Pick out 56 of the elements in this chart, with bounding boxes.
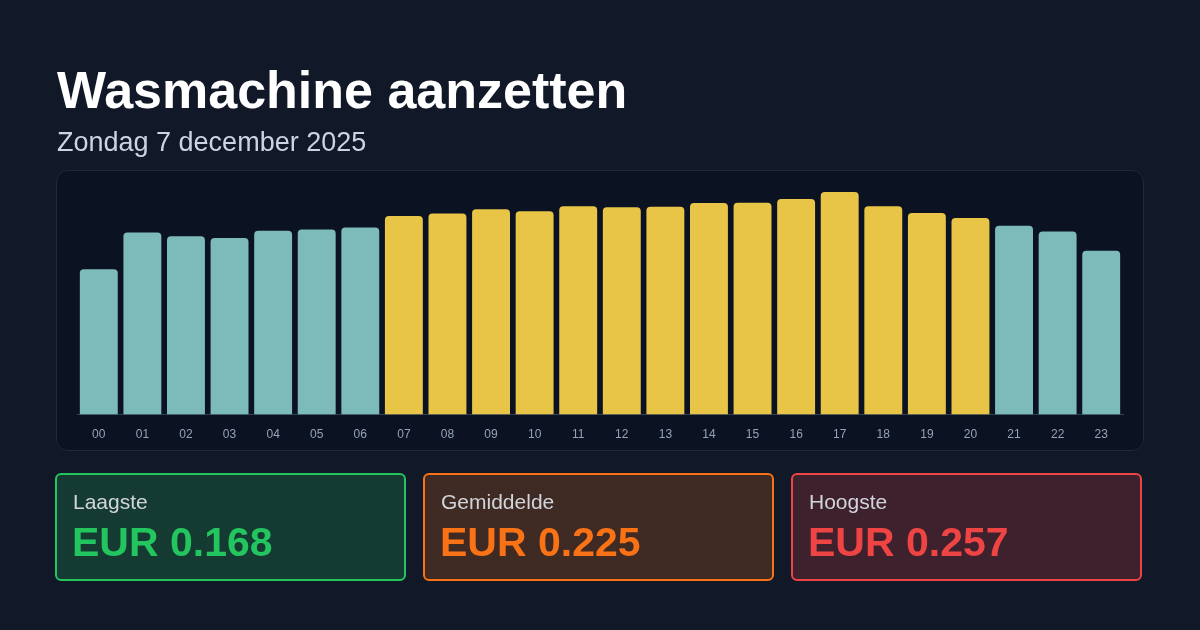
x-tick-label: 04 (266, 427, 281, 442)
bar (777, 199, 816, 415)
bar (907, 212, 946, 415)
x-tick-label: 11 (571, 427, 585, 442)
x-tick-label: 22 (1050, 427, 1065, 442)
bar (428, 213, 467, 415)
x-tick-label: 08 (440, 427, 455, 442)
x-tick-label: 07 (397, 427, 411, 442)
bar (864, 206, 903, 415)
x-tick-label: 16 (789, 427, 804, 442)
bar (559, 206, 598, 415)
x-tick-label: 03 (222, 427, 237, 442)
bar (384, 216, 423, 415)
bar (472, 209, 510, 415)
bar (1082, 250, 1121, 415)
bar (254, 230, 293, 415)
bar (820, 192, 859, 415)
x-tick-label: 23 (1094, 427, 1109, 442)
chart-title: Wasmachine aanzetten (57, 60, 628, 120)
text: Laagste (73, 489, 148, 514)
x-tick-label: 12 (615, 427, 629, 442)
bar (646, 206, 685, 415)
text: EUR 0.225 (440, 518, 641, 566)
x-tick-label: 00 (92, 427, 106, 442)
x-tick-label: 21 (1007, 427, 1022, 442)
x-tick-label: 01 (135, 427, 150, 442)
x-tick-label: 10 (527, 427, 542, 442)
bar (1038, 231, 1077, 415)
bar (995, 225, 1033, 415)
x-tick-label: 02 (179, 427, 193, 442)
bar (690, 202, 728, 415)
x-tick-label: 05 (310, 427, 324, 442)
text: EUR 0.257 (808, 518, 1009, 566)
text: Gemiddelde (441, 489, 555, 514)
bar (951, 218, 990, 415)
text: EUR 0.168 (72, 518, 273, 566)
bar (341, 227, 380, 415)
bar (123, 232, 162, 415)
x-tick-label: 06 (353, 427, 368, 442)
x-tick-label: 20 (963, 427, 978, 442)
x-tick-label: 15 (745, 427, 760, 442)
text: Hoogste (809, 489, 888, 514)
x-tick-label: 18 (876, 427, 891, 442)
x-tick-label: 19 (920, 427, 934, 442)
x-tick-label: 17 (833, 427, 847, 442)
chart-subtitle: Zondag 7 december 2025 (57, 126, 367, 158)
bar (733, 202, 772, 415)
bar (167, 236, 205, 415)
bar (297, 229, 336, 415)
x-tick-label: 13 (658, 427, 673, 442)
bar (210, 238, 249, 415)
bar (79, 269, 118, 415)
x-tick-label: 09 (484, 427, 499, 442)
bar (602, 207, 641, 415)
bar (515, 211, 554, 415)
x-tick-label: 14 (702, 427, 716, 442)
